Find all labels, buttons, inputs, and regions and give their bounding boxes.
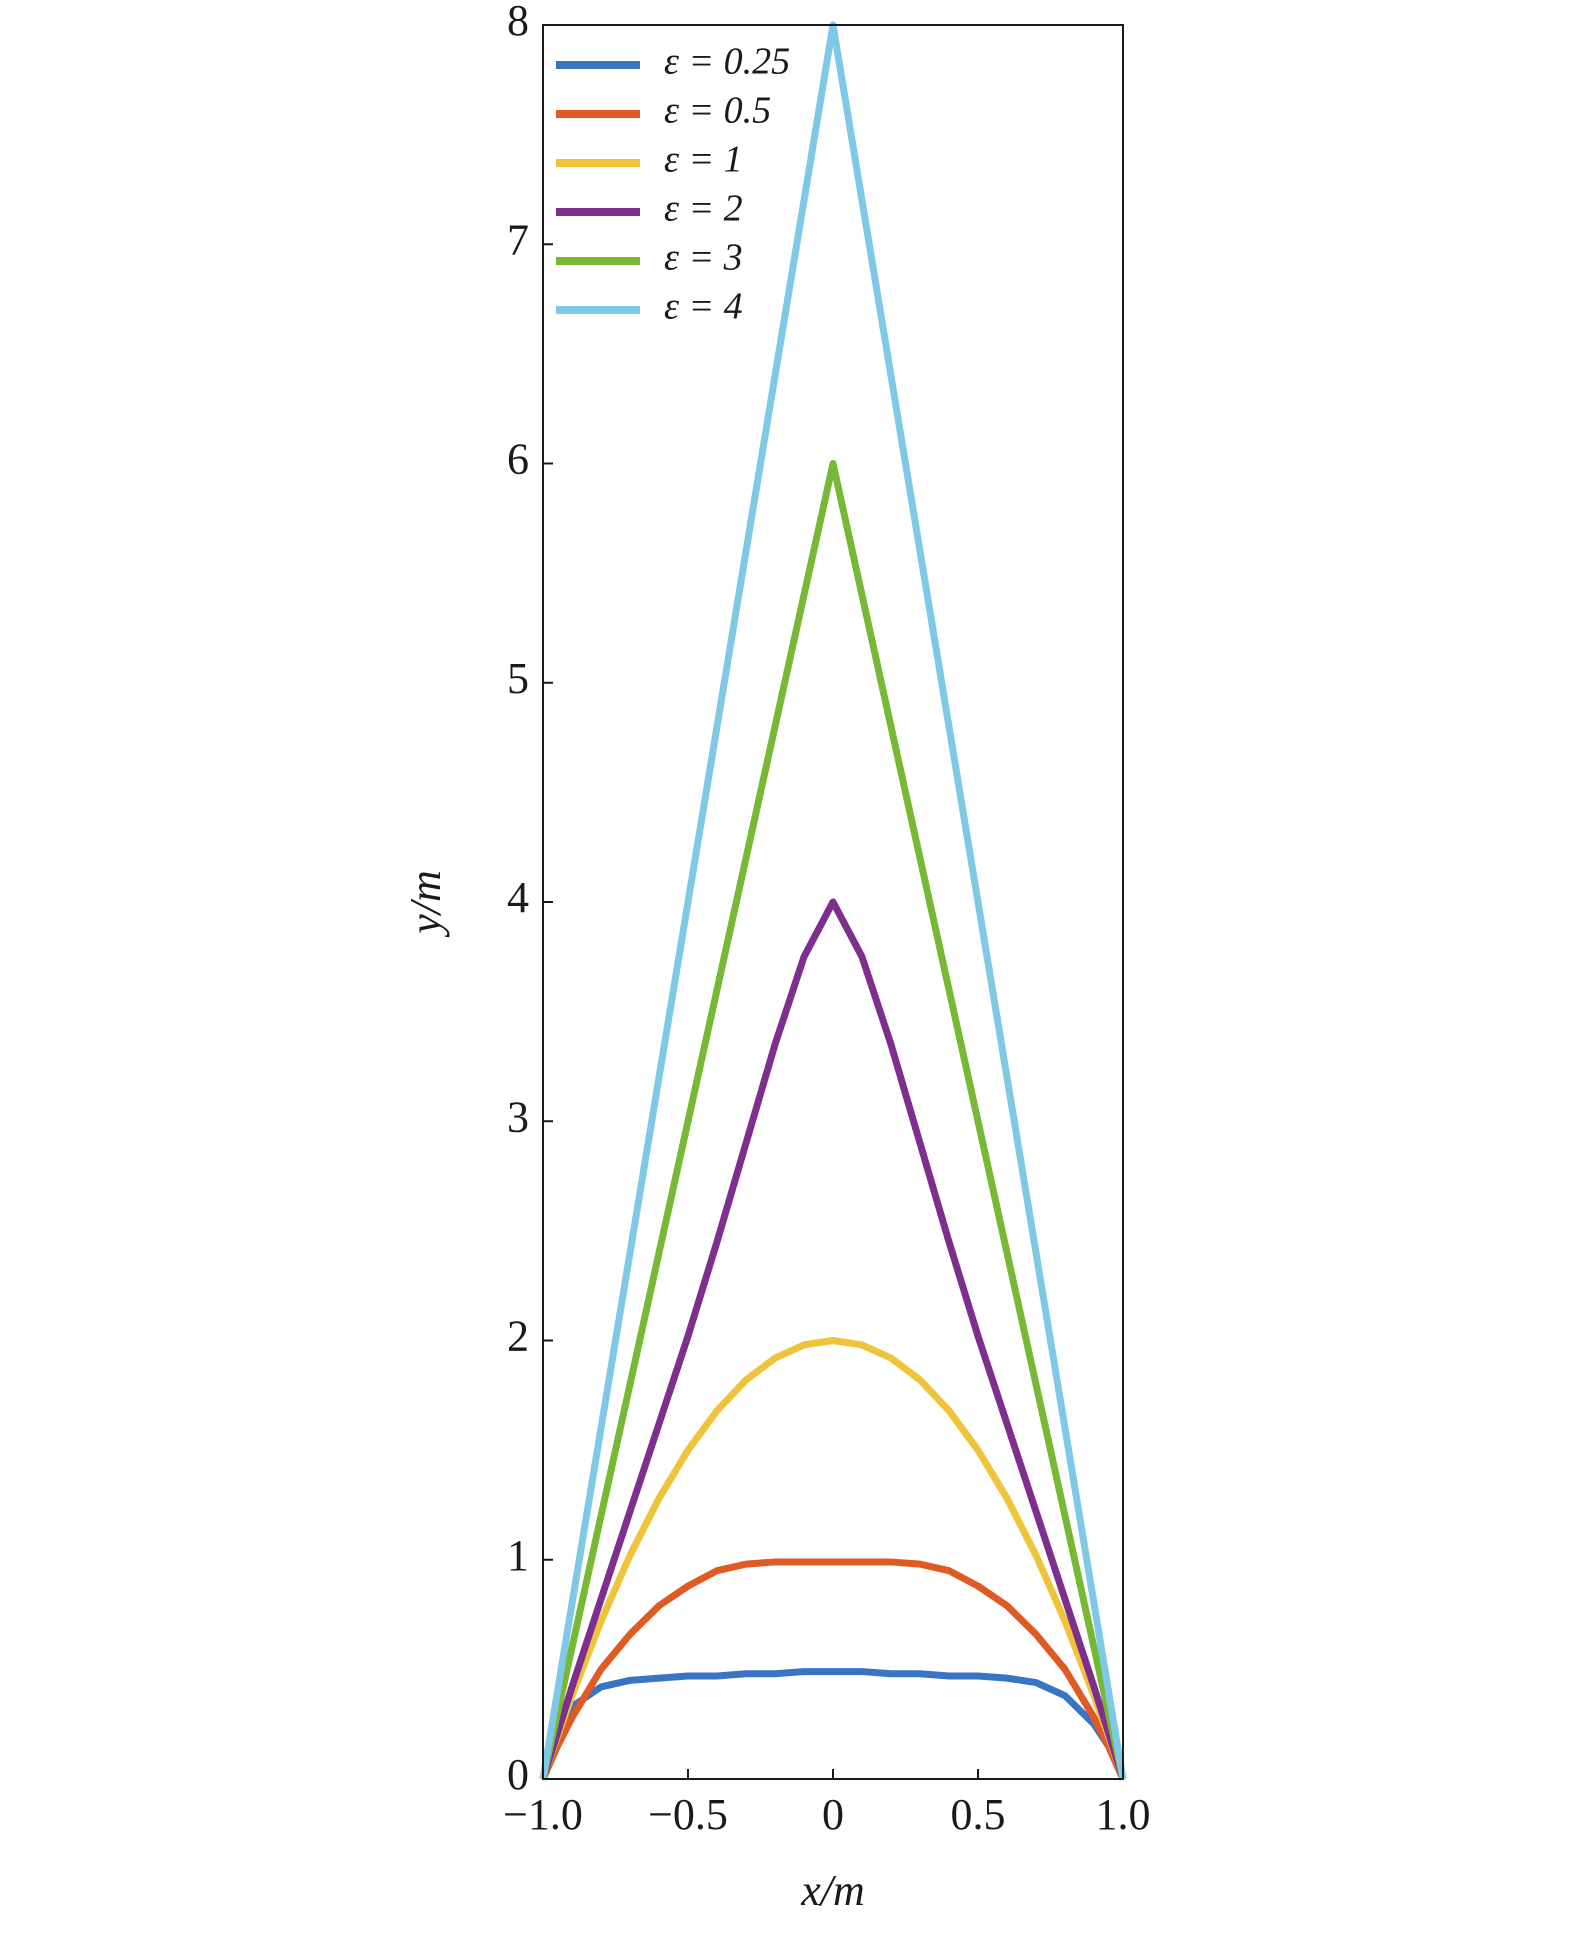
x-tick-label: 1.0 (1096, 1790, 1151, 1839)
y-tick-label: 3 (507, 1092, 529, 1141)
x-tick-label: 0 (822, 1790, 844, 1839)
series-line (539, 460, 1127, 1780)
series-line (539, 1558, 1127, 1781)
y-tick-label: 7 (507, 215, 529, 264)
x-tick-label: −0.5 (648, 1790, 728, 1839)
y-tick-label: 8 (507, 0, 529, 45)
legend-label: ε = 4 (664, 286, 743, 328)
legend-label: ε = 0.5 (664, 90, 771, 132)
y-axis-label: y/m (401, 870, 450, 938)
legend-label: ε = 3 (664, 237, 743, 279)
y-tick-label: 5 (507, 654, 529, 703)
y-tick-label: 0 (507, 1750, 529, 1799)
legend-label: ε = 0.25 (664, 41, 790, 83)
series-line (539, 1337, 1127, 1781)
x-tick-label: 0.5 (951, 1790, 1006, 1839)
x-tick-label: −1.0 (503, 1790, 583, 1839)
legend-label: ε = 2 (664, 188, 743, 230)
y-tick-label: 2 (507, 1312, 529, 1361)
y-tick-label: 4 (507, 873, 529, 922)
y-tick-label: 1 (507, 1531, 529, 1580)
series-line (539, 1668, 1127, 1781)
x-axis-label: x/m (800, 1866, 865, 1915)
y-tick-label: 6 (507, 435, 529, 484)
legend-label: ε = 1 (664, 139, 743, 181)
series-line (539, 898, 1127, 1781)
